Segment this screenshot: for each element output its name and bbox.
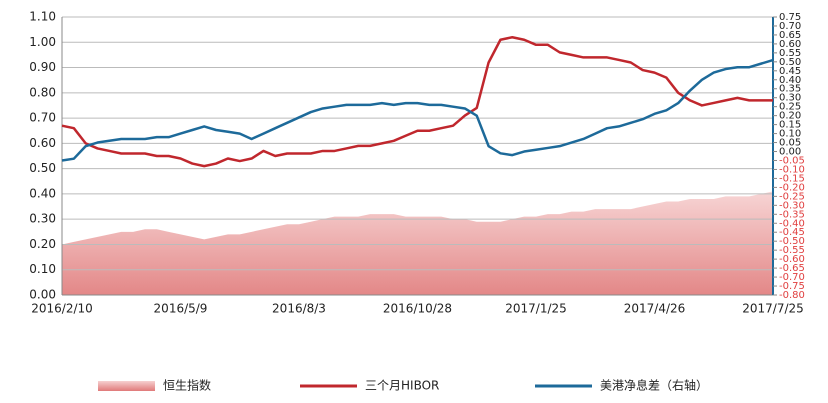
y2-tick-label: 0.70 — [779, 21, 801, 32]
y-tick-label: 0.60 — [29, 136, 56, 150]
y-tick-label: 0.30 — [29, 212, 56, 226]
y2-tick-label: -0.60 — [779, 254, 805, 265]
y2-tick-label: 0.65 — [779, 30, 801, 41]
y2-tick-label: -0.35 — [779, 209, 805, 220]
y2-tick-label: -0.65 — [779, 263, 805, 274]
y2-tick-label: -0.20 — [779, 182, 805, 193]
y2-tick-label: -0.80 — [779, 290, 805, 301]
x-tick-label: 2017/1/25 — [505, 302, 567, 316]
x-tick-label: 2016/2/10 — [31, 302, 93, 316]
legend-label: 美港净息差（右轴） — [600, 378, 708, 393]
y2-tick-label: 0.40 — [779, 75, 801, 86]
line — [61, 58, 774, 162]
legend-label: 恒生指数 — [163, 378, 211, 393]
y-tick-label: 0.80 — [29, 85, 56, 99]
y-tick-label: 0.90 — [29, 60, 56, 74]
y2-tick-label: -0.50 — [779, 236, 805, 247]
y-tick-label: 0.70 — [29, 111, 56, 125]
y-tick-label: 1.10 — [29, 10, 56, 24]
y2-tick-label: 0.60 — [779, 39, 801, 50]
x-tick-label: 2016/8/3 — [272, 302, 326, 316]
y-tick-label: 0.50 — [29, 161, 56, 175]
y2-tick-label: -0.15 — [779, 173, 805, 184]
y2-tick-label: -0.45 — [779, 227, 805, 238]
y2-tick-label: -0.40 — [779, 218, 805, 229]
x-tick-label: 2016/10/28 — [383, 302, 452, 316]
y2-tick-label: -0.30 — [779, 200, 805, 211]
y2-tick-label: 0.75 — [779, 12, 801, 23]
y2-tick-label: 0.25 — [779, 102, 801, 113]
x-tick-label: 2016/5/9 — [154, 302, 208, 316]
x-tick-label: 2017/7/25 — [742, 302, 804, 316]
y2-tick-label: 0.20 — [779, 111, 801, 122]
legend-swatch — [98, 381, 155, 391]
y2-tick-label: -0.25 — [779, 191, 805, 202]
y2-tick-label: 0.05 — [779, 138, 801, 149]
y-tick-label: 0.00 — [29, 288, 56, 302]
y2-tick-label: 0.55 — [779, 48, 801, 59]
y2-tick-label: -0.70 — [779, 272, 805, 283]
y-tick-label: 0.10 — [29, 262, 56, 276]
y2-tick-label: -0.05 — [779, 155, 805, 166]
y2-tick-label: 0.00 — [779, 147, 801, 158]
area — [62, 191, 773, 295]
y-tick-label: 1.00 — [29, 35, 56, 49]
y2-tick-label: 0.30 — [779, 93, 801, 104]
legend-label: 三个月HIBOR — [365, 379, 439, 393]
y2-tick-label: 0.10 — [779, 129, 801, 140]
y2-tick-label: -0.55 — [779, 245, 805, 256]
line — [61, 35, 773, 168]
y2-tick-label: 0.50 — [779, 57, 801, 68]
y2-tick-label: 0.35 — [779, 84, 801, 95]
y2-tick-label: -0.75 — [779, 281, 805, 292]
y2-tick-label: 0.45 — [779, 66, 801, 77]
y-tick-label: 0.20 — [29, 237, 56, 251]
x-tick-label: 2017/4/26 — [624, 302, 686, 316]
y-tick-label: 0.40 — [29, 186, 56, 200]
y2-tick-label: 0.15 — [779, 120, 801, 131]
y2-tick-label: -0.10 — [779, 164, 805, 175]
